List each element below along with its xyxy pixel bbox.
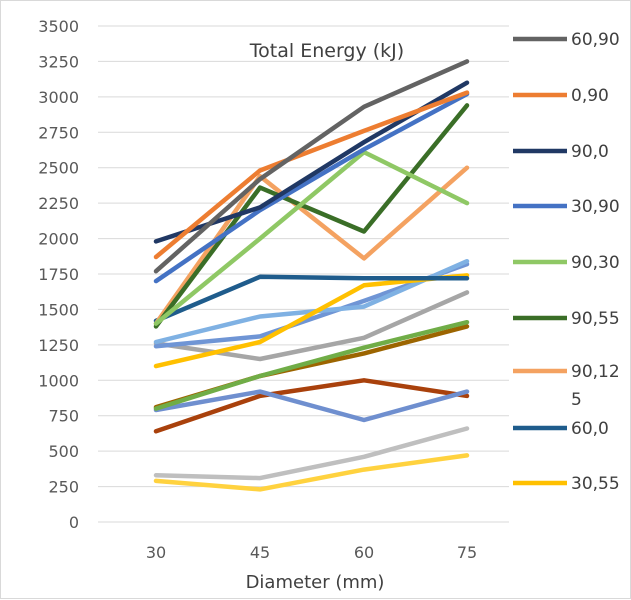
y-tick-label: 750 (48, 407, 79, 426)
series-line (153, 149, 470, 326)
legend-label: 30,90 (571, 197, 620, 217)
y-tick-label: 1750 (38, 265, 79, 284)
y-tick-label: 2000 (38, 230, 79, 249)
legend-label: 60,90 (571, 30, 620, 50)
y-tick-label: 1250 (38, 336, 79, 355)
x-tick-labels: 30 45 60 75 (146, 543, 477, 562)
x-tick-label: 30 (146, 543, 166, 562)
x-tick-label: 45 (250, 543, 270, 562)
y-tick-label: 250 (48, 478, 79, 497)
legend-label: 30,55 (571, 474, 620, 494)
series-line (153, 453, 470, 492)
y-tick-label: 3500 (38, 17, 79, 36)
series-line (153, 319, 470, 411)
series-line (153, 90, 470, 260)
y-tick-label: 2750 (38, 123, 79, 142)
chart-title: Total Energy (kJ) (249, 40, 404, 62)
series-line (153, 389, 470, 423)
y-tick-label: 1000 (38, 371, 79, 390)
series-line (153, 290, 470, 362)
series-lines (153, 59, 470, 492)
legend-label: 0,90 (571, 86, 609, 106)
x-axis-title: Diameter (mm) (246, 572, 385, 593)
y-tick-label: 1500 (38, 300, 79, 319)
legend-label: 90,12 (571, 362, 620, 382)
series-line (153, 378, 470, 434)
y-tick-labels: 0 250 500 750 1000 1250 1500 1750 2000 2250 2500 27… (38, 17, 79, 532)
y-tick-label: 2250 (38, 194, 79, 213)
y-tick-label: 2500 (38, 159, 79, 178)
legend-label: 60,0 (571, 419, 609, 439)
series-line (153, 274, 470, 324)
legend-label: 90,30 (571, 253, 620, 273)
x-tick-label: 75 (457, 543, 477, 562)
legend-label: 90,0 (571, 142, 609, 162)
y-tick-label: 3000 (38, 88, 79, 107)
series-line (153, 91, 470, 284)
y-tick-label: 0 (69, 513, 79, 532)
legend-label: 5 (571, 390, 582, 410)
series-line (153, 59, 470, 274)
series-line (153, 165, 470, 326)
series-line (153, 426, 470, 481)
y-tick-label: 3250 (38, 52, 79, 71)
legend-label: 90,55 (571, 309, 620, 329)
series-line (153, 103, 470, 329)
y-tick-label: 500 (48, 442, 79, 461)
legend: 60,90 0,90 90,0 30,90 90,30 90,55 90,12 5 60,0 30… (513, 30, 620, 494)
x-tick-label: 60 (354, 543, 374, 562)
